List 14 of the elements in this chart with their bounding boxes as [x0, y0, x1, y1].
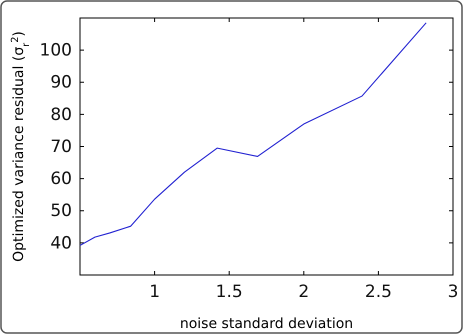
y-tick-label: 100 [40, 40, 72, 61]
y-tick-label: 90 [50, 72, 72, 93]
x-tick-label: 2.5 [364, 282, 392, 302]
y-tick-label: 70 [50, 136, 72, 157]
y-tick-label: 60 [50, 169, 72, 190]
y-tick-label: 40 [50, 233, 72, 254]
x-tick-label: 1 [149, 282, 160, 302]
y-tick-label: 50 [50, 201, 72, 222]
x-tick-label: 3 [448, 282, 458, 302]
y-tick-label: 80 [50, 104, 72, 125]
x-tick-label: 1.5 [216, 282, 243, 302]
x-tick-label: 2 [298, 282, 310, 302]
x-axis-title: noise standard deviation [180, 316, 354, 332]
line-series [79, 22, 427, 246]
